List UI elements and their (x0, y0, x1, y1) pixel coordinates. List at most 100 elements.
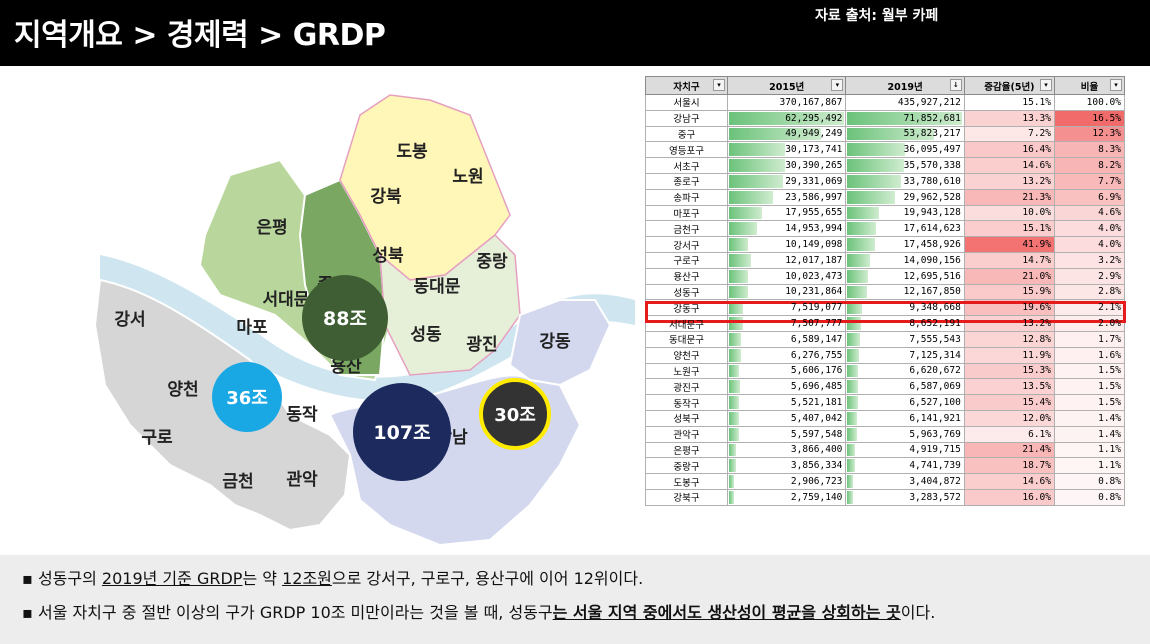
cell-value: 3,866,400 (726, 441, 847, 459)
cell-value: 1.1% (1054, 441, 1125, 459)
table-row: 금천구 14,953,994 17,614,623 15.1% 4.0% (645, 220, 1125, 238)
cell-district: 동대문구 (645, 330, 728, 348)
cell-district: 마포구 (645, 204, 728, 222)
cell-value: 3,404,872 (845, 473, 965, 490)
district-label: 용산 (330, 357, 362, 377)
cell-value: 6,141,921 (845, 409, 965, 427)
data-bar (729, 490, 735, 504)
notes-panel: ▪ 성동구의 2019년 기준 GRDP는 약 12조원으로 강서구, 구로구,… (0, 555, 1150, 644)
cell-value: 13.2% (963, 315, 1056, 332)
filter-dropdown-icon[interactable]: ↓ (949, 79, 962, 91)
cell-value: 12.3% (1054, 125, 1125, 143)
table-row: 관악구 5,597,548 5,963,769 6.1% 1.4% (645, 425, 1125, 443)
cell-value: 7.2% (963, 125, 1056, 143)
data-bar (847, 396, 858, 409)
cell-value: 0.8% (1054, 473, 1125, 490)
cell-value: 6.1% (963, 425, 1056, 443)
district-label: 노원 (452, 167, 483, 187)
cell-value: 33,780,610 (845, 172, 965, 190)
cell-value: 2,759,140 (726, 488, 847, 506)
cell-district: 중랑구 (645, 457, 728, 475)
data-bar (847, 159, 905, 172)
cell-value: 3.2% (1054, 251, 1125, 269)
column-header-2015[interactable]: 2015년 ▾ (726, 76, 847, 95)
table-row: 구로구 12,017,187 14,090,156 14.7% 3.2% (645, 251, 1125, 269)
data-bar (729, 427, 740, 441)
table-row: 서초구 30,390,265 35,570,338 14.6% 8.2% (645, 157, 1125, 174)
data-bar (729, 411, 739, 425)
cell-district: 광진구 (645, 378, 728, 396)
table-row: 영등포구 30,173,741 36,095,497 16.4% 8.3% (645, 141, 1125, 159)
cell-district: 노원구 (645, 362, 728, 380)
table-row: 양천구 6,276,755 7,125,314 11.9% 1.6% (645, 346, 1125, 364)
cell-value: 5,696,485 (726, 378, 847, 396)
cell-value: 15.1% (963, 94, 1056, 111)
cell-value: 2.9% (1054, 267, 1125, 285)
data-bar (729, 127, 822, 141)
cell-value: 1.7% (1054, 330, 1125, 348)
cell-value: 12,017,187 (726, 251, 847, 269)
column-header-district[interactable]: 자치구 ▾ (645, 76, 728, 95)
district-label: 성동 (410, 325, 442, 345)
cell-value: 7.7% (1054, 172, 1125, 190)
district-label: 강동 (539, 332, 571, 352)
circle-label: 107조 (373, 422, 430, 444)
cell-value: 3,283,572 (845, 488, 965, 506)
filter-dropdown-icon[interactable]: ▾ (713, 79, 725, 91)
column-header-2019[interactable]: 2019년 ↓ (845, 76, 965, 95)
cell-value: 15.9% (963, 283, 1056, 301)
district-label: 성북 (372, 246, 404, 266)
district-label: 마포 (236, 318, 268, 338)
cell-value: 62,295,492 (726, 109, 847, 127)
cell-value: 4.0% (1054, 236, 1125, 253)
data-bar (847, 174, 902, 188)
cell-value: 35,570,338 (845, 157, 965, 174)
table-row: 광진구 5,696,485 6,587,069 13.5% 1.5% (645, 378, 1125, 396)
grdp-circle-songpa (479, 378, 551, 450)
cell-value: 16.4% (963, 141, 1056, 159)
cell-value: 7,125,314 (845, 346, 965, 364)
table-row: 은평구 3,866,400 4,919,715 21.4% 1.1% (645, 441, 1125, 459)
column-header-ratio[interactable]: 비율 ▾ (1054, 76, 1125, 95)
cell-value: 6,587,069 (845, 378, 965, 396)
data-bar (847, 111, 963, 125)
page-title: 지역개요 > 경제력 > GRDP (14, 18, 386, 53)
data-bar (847, 411, 858, 425)
cell-district: 서대문구 (645, 315, 728, 332)
table-row: 성북구 5,407,042 6,141,921 12.0% 1.4% (645, 409, 1125, 427)
data-bar (847, 490, 853, 504)
cell-value: 12.8% (963, 330, 1056, 348)
table-row: 중랑구 3,856,334 4,741,739 18.7% 1.1% (645, 457, 1125, 475)
cell-value: 15.1% (963, 220, 1056, 238)
circle-label: 88조 (323, 308, 367, 330)
grdp-circle-jongno (302, 275, 388, 361)
filter-dropdown-icon[interactable]: ▾ (831, 79, 844, 91)
cell-value: 10.0% (963, 204, 1056, 222)
filter-dropdown-icon[interactable]: ▾ (1040, 79, 1052, 91)
data-bar (729, 459, 737, 473)
cell-value: 14,090,156 (845, 251, 965, 269)
cell-value: 11.9% (963, 346, 1056, 364)
cell-value: 4,919,715 (845, 441, 965, 459)
column-header-growth[interactable]: 증감율(5년) ▾ (963, 76, 1056, 95)
grdp-circle-yangcheon (212, 362, 282, 432)
cell-value: 3,856,334 (726, 457, 847, 475)
filter-dropdown-icon[interactable]: ▾ (1110, 79, 1122, 91)
cell-value: 1.1% (1054, 457, 1125, 475)
table-row: 송파구 23,586,997 29,962,528 21.3% 6.9% (645, 188, 1125, 206)
cell-value: 0.8% (1054, 488, 1125, 506)
cell-value: 370,167,867 (726, 94, 847, 111)
cell-value: 21.3% (963, 188, 1056, 206)
cell-value: 12,695,516 (845, 267, 965, 285)
cell-value: 7,555,543 (845, 330, 965, 348)
data-bar (729, 238, 748, 251)
cell-district: 중구 (645, 125, 728, 143)
data-bar (729, 285, 748, 299)
data-bar (729, 190, 773, 204)
district-label: 서대문 (263, 290, 310, 310)
data-bar (847, 380, 858, 394)
cell-value: 29,331,069 (726, 172, 847, 190)
circle-label: 30조 (494, 405, 536, 426)
data-bar (729, 380, 740, 394)
cell-value: 4,741,739 (845, 457, 965, 475)
